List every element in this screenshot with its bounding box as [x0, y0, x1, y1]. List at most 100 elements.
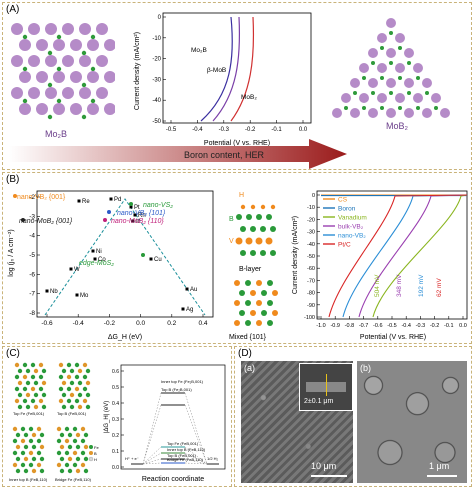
- feb-atom: [38, 398, 44, 404]
- y-tick-label: -2: [29, 194, 35, 201]
- feb-atom: [77, 392, 83, 398]
- feb-atom: [74, 362, 80, 368]
- volcano-point-label: W: [74, 267, 80, 273]
- b-atom: [256, 214, 262, 220]
- b-atom: [90, 34, 96, 40]
- x-tick-label: 0.0: [136, 320, 145, 327]
- level-connector: [142, 392, 208, 465]
- b-atom: [56, 34, 62, 40]
- feb-atom: [23, 456, 29, 462]
- level-connector: [142, 458, 208, 465]
- feb-atom: [64, 438, 70, 444]
- mob2-caption: MoB₂: [386, 121, 408, 131]
- feb-atom: [58, 398, 64, 404]
- mo-atom: [70, 71, 82, 83]
- feb-atom: [23, 432, 29, 438]
- v-atom: [235, 237, 243, 245]
- b-atom: [362, 106, 366, 110]
- mixed-atom: [267, 320, 273, 326]
- feb-atom: [67, 444, 73, 450]
- scale-bar-a: [311, 475, 347, 477]
- volcano-point: [75, 293, 79, 297]
- v-atom: [255, 237, 263, 245]
- mo-atom: [359, 63, 369, 73]
- mo-atom: [45, 23, 57, 35]
- y-tick-label: 0: [312, 193, 315, 199]
- b-atom: [47, 114, 53, 120]
- mo-atom: [386, 108, 396, 118]
- y-tick-label: -30: [152, 77, 161, 83]
- volcano-point-label: Ir: [136, 219, 140, 225]
- cap-bridge-fe: Bridge Fe (FeB,110): [55, 477, 92, 482]
- mo-atom: [62, 23, 74, 35]
- feb-atom: [25, 392, 31, 398]
- y-tick-label: -4: [29, 233, 35, 240]
- mixed-atom: [239, 310, 245, 316]
- mo-atom: [104, 71, 115, 83]
- feb-atom: [31, 468, 37, 474]
- label-v: V: [229, 238, 234, 245]
- mo-atom: [395, 63, 405, 73]
- feb-atom: [33, 392, 39, 398]
- h-atom: [260, 204, 266, 210]
- y-tick-label: -7: [29, 291, 35, 298]
- curve-mob2: [230, 16, 255, 122]
- mo-atom: [19, 71, 31, 83]
- feb-atom: [58, 374, 64, 380]
- feb-atom: [69, 392, 75, 398]
- b-atom: [250, 226, 256, 232]
- feb-atom: [38, 362, 44, 368]
- annotation-marker: [21, 218, 25, 222]
- annotation-marker: [141, 253, 145, 257]
- legend-fe-dot: [89, 445, 93, 449]
- c-y-label: |ΔG_H| (eV): [104, 401, 110, 433]
- feb-atom: [67, 456, 73, 462]
- feb-atom: [22, 374, 28, 380]
- v-atom: [245, 237, 253, 245]
- panel-d-label: (D): [238, 348, 252, 359]
- lsv-curve: [358, 194, 468, 318]
- feb-atom: [28, 438, 34, 444]
- b-atom: [47, 50, 53, 56]
- feb-atom: [75, 468, 81, 474]
- mo2b-structure: [11, 23, 115, 120]
- legend-h-dot: [88, 456, 94, 462]
- level-label: Inner top B (FeB,110): [167, 447, 206, 452]
- feb-atom: [75, 444, 81, 450]
- mob2-structure: [332, 18, 450, 118]
- y-tick-label: -30: [307, 230, 315, 236]
- feb-atom: [36, 426, 42, 432]
- x-tick-label: -0.4: [192, 127, 203, 133]
- feb-atom: [22, 398, 28, 404]
- lsv-curve: [372, 194, 468, 318]
- b-atom: [353, 91, 357, 95]
- mixed-atom: [256, 300, 262, 306]
- anno-edge-mos2: edge-MoS₂: [79, 260, 114, 267]
- volcano-point: [91, 249, 95, 253]
- mo-atom: [386, 48, 396, 58]
- feb-atom: [22, 386, 28, 392]
- mixed-atom: [256, 320, 262, 326]
- b-atom: [22, 66, 28, 72]
- level-connector: [142, 404, 208, 465]
- feb-atom: [25, 368, 31, 374]
- b-atom: [246, 214, 252, 220]
- feb-atom: [31, 444, 37, 450]
- feb-atom: [74, 374, 80, 380]
- c-frame: [120, 364, 226, 470]
- feb-atom: [14, 374, 20, 380]
- x-tick-label: -0.3: [219, 127, 230, 133]
- x-tick-label: -0.4: [73, 320, 85, 327]
- feb-atom: [80, 438, 86, 444]
- feb-atom: [64, 450, 70, 456]
- legend-b-dot: [89, 451, 93, 455]
- panel-a: (A) Mo₂B -0.5 -0.4 -0.3 -0.2 -0.1 0.0 0 -10 -20…: [2, 2, 472, 170]
- anno-mob2-001: nano-MoB₂ {001}: [19, 218, 73, 225]
- mo-atom: [395, 93, 405, 103]
- feb-atom: [82, 386, 88, 392]
- mo-atom: [87, 103, 99, 115]
- y-tick-label: 0: [158, 15, 162, 21]
- volcano-point-label: Pt: [134, 205, 140, 211]
- y-tick-label: -20: [152, 57, 161, 63]
